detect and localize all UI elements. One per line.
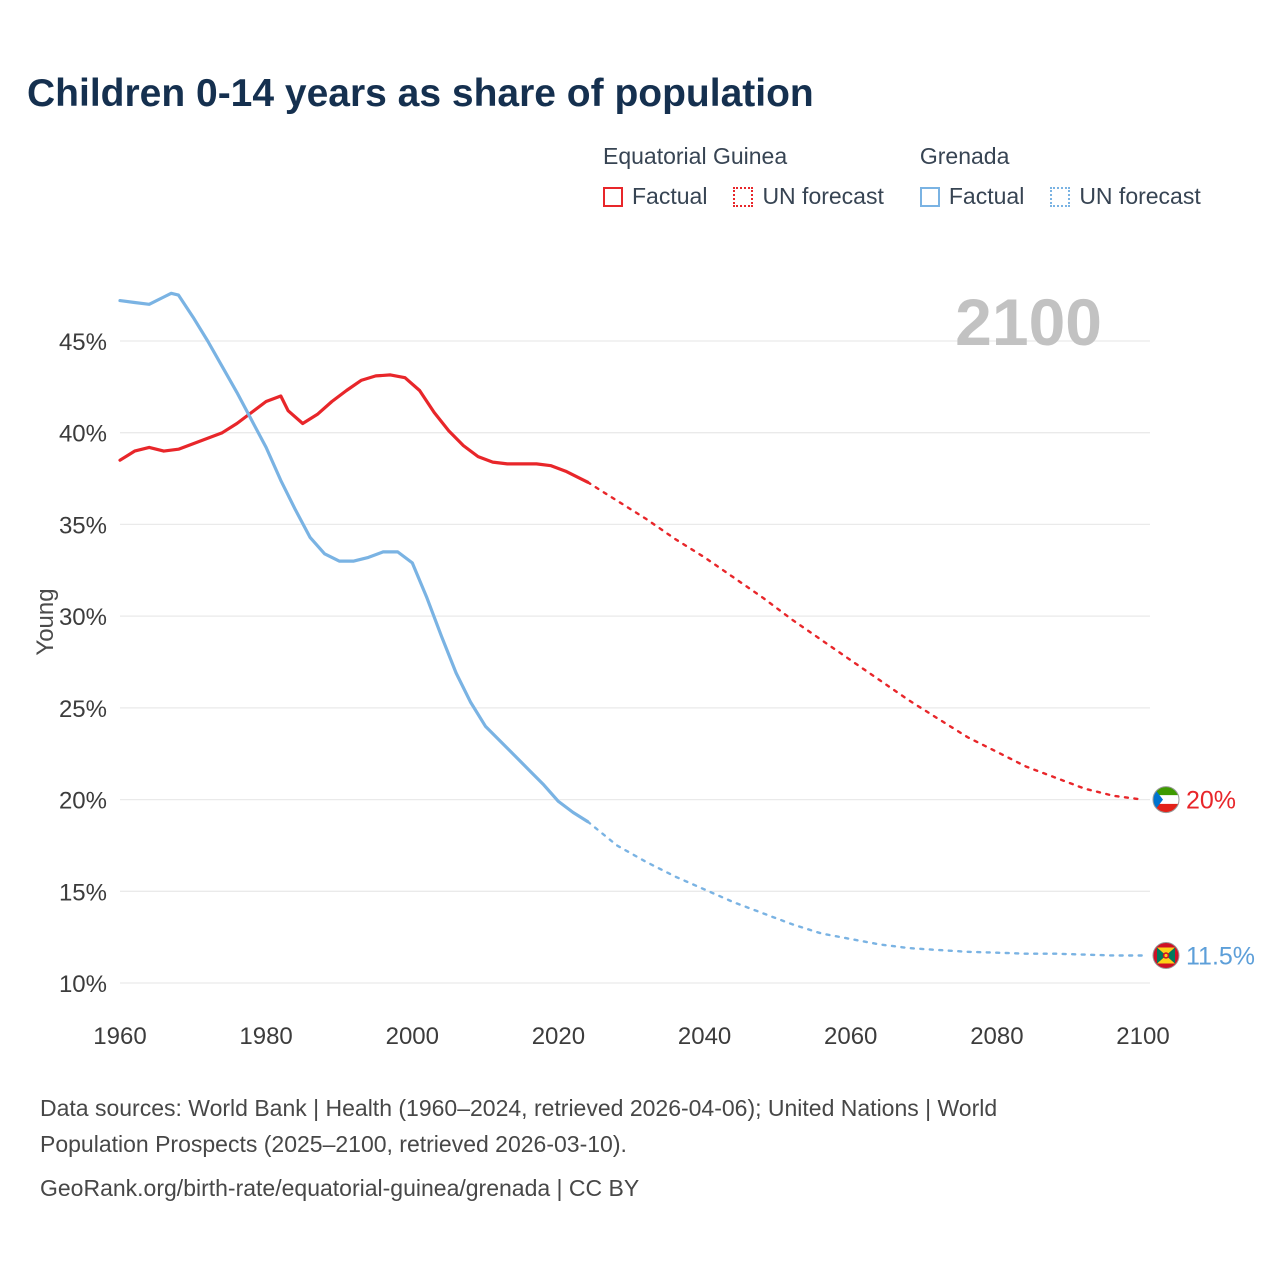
x-tick-label: 2080	[970, 1023, 1023, 1050]
legend-item-label: Factual	[632, 183, 708, 209]
flag-ring	[1152, 786, 1180, 814]
series-line-eg-forecast[interactable]	[586, 481, 1145, 801]
legend-group-title: Equatorial Guinea	[603, 143, 788, 169]
series-line-gd-forecast[interactable]	[586, 820, 1145, 957]
flag-ring	[1152, 941, 1180, 969]
solid-line-swatch-icon	[603, 186, 623, 207]
legend-item-label: Factual	[948, 183, 1025, 209]
legend-item-eg-factual[interactable]: Factual	[603, 183, 707, 210]
x-tick-label: 2040	[678, 1023, 731, 1050]
dotted-line-swatch-icon	[1050, 186, 1071, 207]
chart-title: Children 0-14 years as share of populati…	[27, 72, 814, 115]
y-tick-label: 15%	[59, 879, 107, 906]
end-value-label: 20%	[1186, 787, 1236, 815]
source-note: Data sources: World Bank | Health (1960–…	[40, 1090, 997, 1206]
legend-group-title: Grenada	[919, 143, 1010, 169]
solid-line-swatch-icon	[919, 186, 940, 207]
source-line-2: Population Prospects (2025–2100, retriev…	[40, 1131, 627, 1157]
y-axis-title: Young	[32, 588, 59, 656]
y-tick-label: 45%	[59, 329, 107, 356]
legend-item-label: UN forecast	[762, 183, 884, 209]
source-line-1: Data sources: World Bank | Health (1960–…	[40, 1095, 998, 1121]
flag-icon-equatorial-guinea	[1153, 786, 1179, 813]
source-link: GeoRank.org/birth-rate/equatorial-guinea…	[40, 1175, 640, 1201]
end-value-label: 11.5%	[1186, 942, 1255, 970]
y-tick-label: 10%	[59, 971, 107, 998]
x-tick-label: 2000	[386, 1023, 439, 1050]
legend: Equatorial Guinea Factual UN forecast Gr…	[603, 143, 1201, 210]
watermark-year: 2100	[955, 285, 1102, 359]
legend-group-equatorial-guinea: Equatorial Guinea Factual UN forecast	[603, 143, 884, 210]
y-tick-label: 30%	[59, 604, 107, 631]
series-line-eg-factual[interactable]	[118, 373, 590, 484]
legend-item-eg-forecast[interactable]: UN forecast	[733, 183, 884, 210]
y-tick-label: 20%	[59, 788, 107, 815]
legend-item-gd-factual[interactable]: Factual	[919, 183, 1025, 210]
flag-icon-grenada	[1153, 942, 1179, 969]
y-tick-label: 35%	[59, 512, 107, 539]
x-tick-label: 1980	[239, 1023, 292, 1050]
y-tick-label: 25%	[59, 696, 107, 723]
y-tick-label: 40%	[59, 421, 107, 448]
legend-group-grenada: Grenada Factual UN forecast	[919, 143, 1201, 210]
series-line-gd-factual[interactable]	[118, 291, 590, 824]
x-tick-label: 2020	[532, 1023, 585, 1050]
x-tick-label: 1960	[93, 1023, 146, 1050]
x-tick-label: 2100	[1116, 1023, 1169, 1050]
legend-item-label: UN forecast	[1079, 183, 1201, 209]
legend-item-gd-forecast[interactable]: UN forecast	[1050, 183, 1201, 210]
dotted-line-swatch-icon	[733, 186, 754, 207]
x-tick-label: 2060	[824, 1023, 877, 1050]
